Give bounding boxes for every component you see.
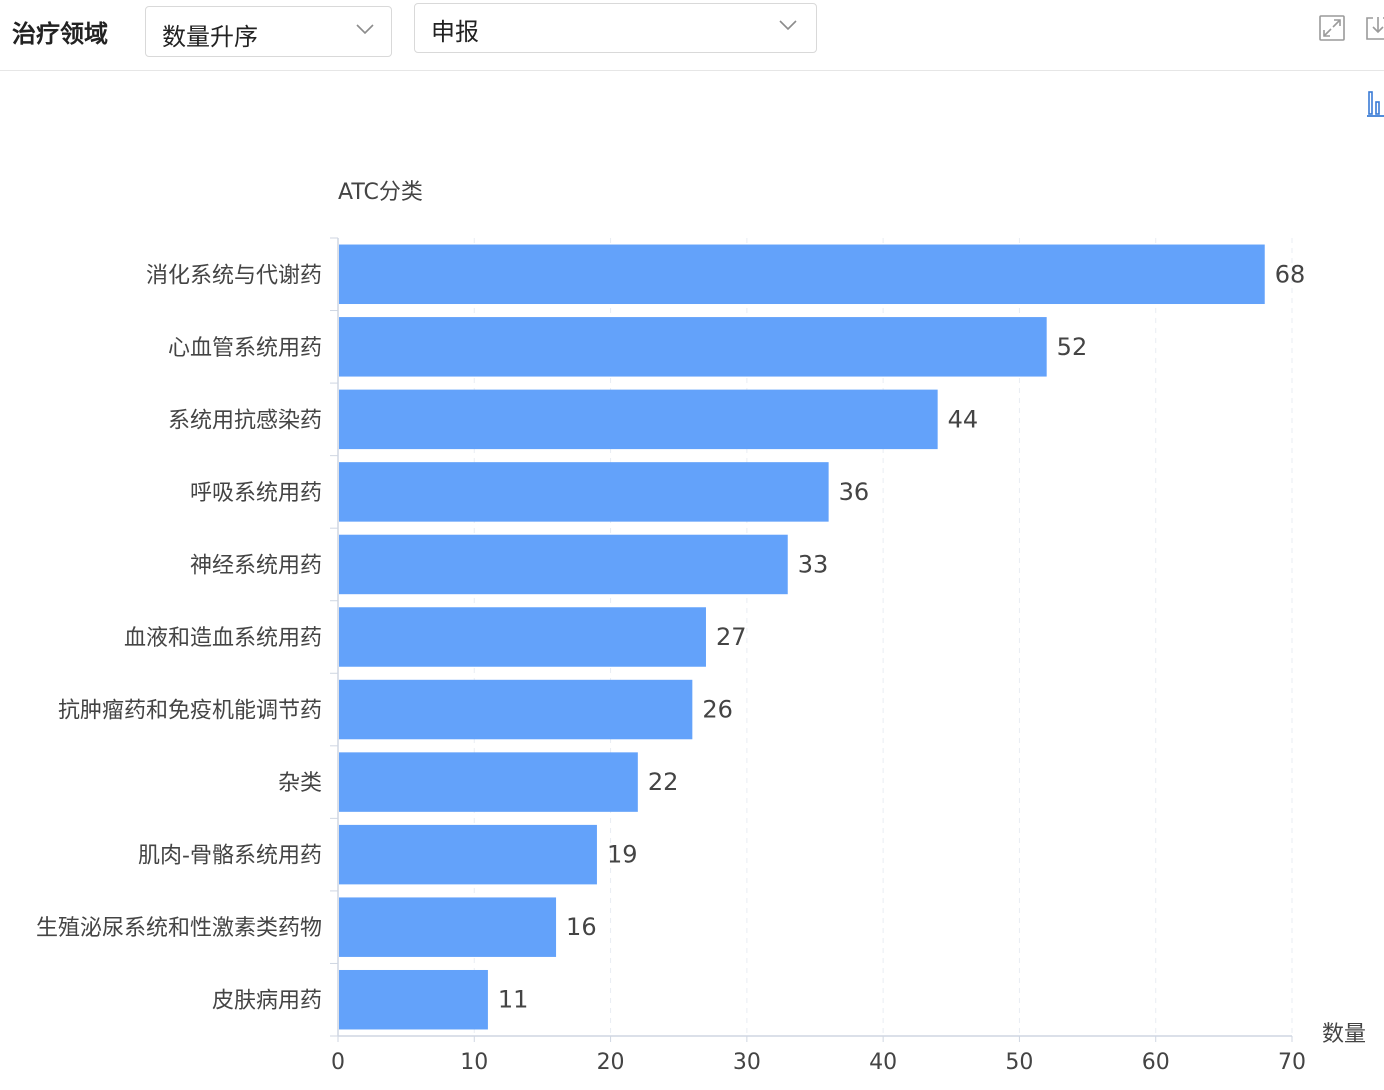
bar — [339, 607, 706, 667]
x-tick-label: 10 — [460, 1050, 488, 1075]
bar — [339, 534, 788, 595]
data-label: 36 — [839, 478, 870, 506]
data-label: 11 — [498, 986, 529, 1014]
axes — [330, 237, 1293, 1042]
bar — [339, 824, 597, 885]
category-label: 杂类 — [278, 771, 322, 796]
bar-chart: 0 10 20 30 40 50 60 70 消化系统与代谢药 68 心血管系统用药 52 系统用抗感染… — [36, 180, 1366, 1075]
stage-type-value: 申报 — [431, 18, 479, 46]
x-tick-label: 60 — [1142, 1050, 1170, 1075]
category-label: 肌肉-骨骼系统用药 — [138, 844, 322, 869]
chevron-down-icon — [356, 24, 374, 35]
data-label: 68 — [1275, 260, 1306, 288]
data-label: 26 — [702, 696, 733, 724]
chevron-down-icon — [779, 20, 797, 31]
bar — [339, 679, 693, 740]
x-tick-label: 40 — [869, 1050, 897, 1075]
bar — [339, 752, 638, 812]
category-label: 系统用抗感染药 — [168, 408, 322, 433]
category-label: 皮肤病用药 — [212, 989, 322, 1014]
category-label: 呼吸系统用药 — [190, 481, 322, 506]
category-label: 消化系统与代谢药 — [146, 263, 322, 288]
x-axis-title: 数量 — [1322, 1022, 1366, 1047]
x-tick-label: 50 — [1005, 1050, 1033, 1075]
page-title: 治疗领域 — [12, 20, 108, 48]
x-tick-label: 0 — [331, 1050, 345, 1075]
download-icon[interactable] — [1364, 14, 1384, 42]
data-label: 52 — [1057, 333, 1088, 361]
category-label: 血液和造血系统用药 — [124, 626, 322, 651]
expand-icon[interactable] — [1318, 14, 1346, 42]
sort-order-value: 数量升序 — [162, 23, 258, 51]
data-label: 44 — [948, 405, 979, 433]
bar — [339, 897, 557, 957]
category-label: 神经系统用药 — [190, 553, 322, 578]
category-label: 心血管系统用药 — [168, 336, 322, 361]
data-label: 19 — [607, 841, 638, 869]
sort-order-select[interactable]: 数量升序 — [145, 6, 392, 57]
data-label: 22 — [648, 768, 679, 796]
x-tick-label: 20 — [597, 1050, 625, 1075]
data-label: 16 — [566, 913, 597, 941]
y-axis-title: ATC分类 — [338, 180, 423, 205]
x-tick-label: 70 — [1278, 1050, 1306, 1075]
bar — [339, 462, 829, 522]
bar — [339, 389, 938, 450]
bars — [339, 244, 1265, 1030]
data-label: 33 — [798, 550, 829, 578]
labels: 0 10 20 30 40 50 60 70 消化系统与代谢药 68 心血管系统用药 52 系统用抗感染… — [36, 260, 1306, 1075]
bar — [339, 244, 1265, 305]
bar-chart-icon[interactable] — [1366, 88, 1384, 118]
bar — [339, 969, 488, 1030]
toolbar: 治疗领域 数量升序 申报 — [0, 0, 1384, 71]
category-label: 生殖泌尿系统和性激素类药物 — [36, 916, 322, 941]
bar — [339, 317, 1047, 377]
data-label: 27 — [716, 623, 747, 651]
stage-type-select[interactable]: 申报 — [414, 3, 817, 53]
x-tick-label: 30 — [733, 1050, 761, 1075]
category-label: 抗肿瘤药和免疫机能调节药 — [58, 699, 322, 724]
